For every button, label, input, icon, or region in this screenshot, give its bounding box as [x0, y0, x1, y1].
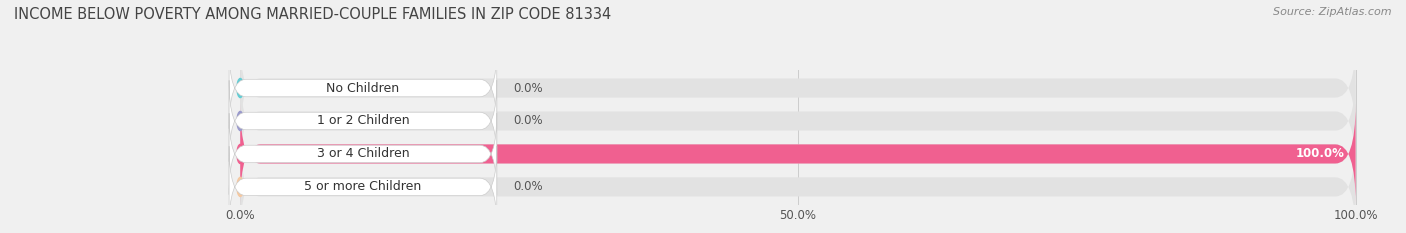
Text: 1 or 2 Children: 1 or 2 Children [316, 114, 409, 127]
Text: 100.0%: 100.0% [1295, 147, 1344, 161]
Text: INCOME BELOW POVERTY AMONG MARRIED-COUPLE FAMILIES IN ZIP CODE 81334: INCOME BELOW POVERTY AMONG MARRIED-COUPL… [14, 7, 612, 22]
FancyBboxPatch shape [240, 71, 1355, 171]
Text: Source: ZipAtlas.com: Source: ZipAtlas.com [1274, 7, 1392, 17]
FancyBboxPatch shape [229, 47, 496, 129]
Text: 0.0%: 0.0% [513, 180, 543, 193]
Text: 0.0%: 0.0% [513, 114, 543, 127]
FancyBboxPatch shape [240, 104, 1355, 204]
FancyBboxPatch shape [229, 113, 496, 195]
Circle shape [238, 79, 243, 98]
FancyBboxPatch shape [240, 38, 1355, 138]
FancyBboxPatch shape [229, 80, 496, 162]
Text: No Children: No Children [326, 82, 399, 95]
FancyBboxPatch shape [229, 146, 496, 228]
FancyBboxPatch shape [240, 104, 1355, 204]
Text: 5 or more Children: 5 or more Children [304, 180, 422, 193]
Circle shape [238, 144, 243, 164]
Circle shape [238, 111, 243, 130]
Circle shape [238, 177, 243, 196]
Text: 0.0%: 0.0% [513, 82, 543, 95]
FancyBboxPatch shape [240, 137, 1355, 233]
Text: 3 or 4 Children: 3 or 4 Children [316, 147, 409, 161]
